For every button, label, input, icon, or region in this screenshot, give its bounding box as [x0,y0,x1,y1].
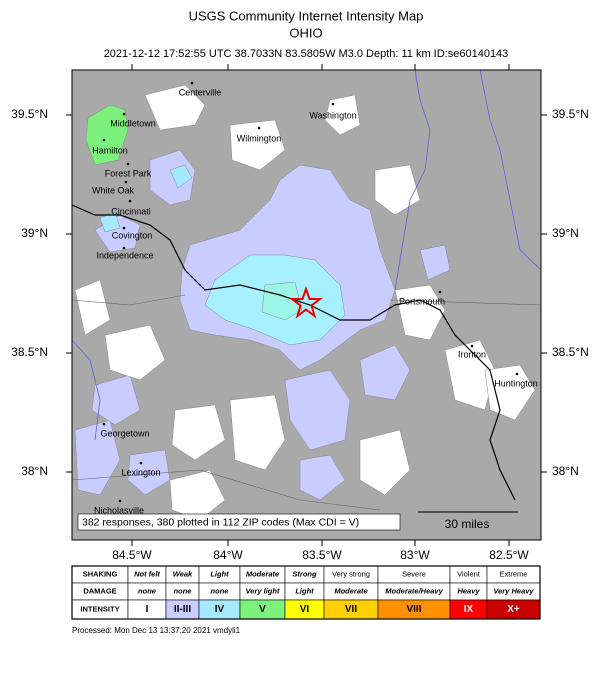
legend-intensity: I [146,604,149,615]
legend-frame [71,565,541,620]
legend-shaking: Weak [173,569,193,578]
city-dot [122,226,126,230]
legend-row-label: SHAKING [83,569,118,578]
axes: 39.5°N 39.5°N 39°N 39°N 38.5°N 38.5°N 38°N 38°N… [11,64,589,562]
ohio-river [71,204,516,501]
footer: Processed: Mon Dec 13 13:37:20 2021 vmdy… [72,626,241,635]
legend-shaking: Moderate [246,569,279,578]
zip-areas [74,84,536,521]
city-dot [122,112,126,116]
legend-shaking: Not felt [134,569,160,578]
legend-shaking: Very strong [332,569,370,578]
city-dot [139,461,143,465]
lon-label: 82.5°W [489,548,529,562]
legend-damage: Moderate/Heavy [385,586,443,595]
legend-intensity: VI [300,604,310,615]
lat-label: 39.5°N [11,107,48,121]
city-label: Nicholasville [94,505,144,515]
city-label: White Oak [92,185,135,195]
map: Centerville Middletown Washington Wilmingto… [71,69,542,541]
legend-intensity: IX [464,604,474,615]
city-dot [438,290,442,294]
legend-damage: Heavy [457,586,480,595]
legend-row-label: DAMAGE [83,586,116,595]
city-dot [124,180,128,184]
stats: 382 responses, 380 plotted in 112 ZIP co… [82,516,359,528]
lat-label: 38.5°N [552,345,589,359]
region: OHIO [289,25,322,40]
city-dot [128,199,132,203]
legend-damage: Very Heavy [493,586,534,595]
city-label: Covington [112,230,153,240]
legend-shaking: Violent [457,569,481,578]
city-label: Portsmouth [399,296,445,306]
stats-box [77,513,401,531]
city-dot [470,344,474,348]
map-frame [71,69,542,541]
city-dot [102,422,106,426]
legend-intensity: IV [215,604,225,615]
city-label: Cincinnati [111,206,151,216]
lat-label: 39°N [552,226,579,240]
city-label: Wilmington [237,133,282,143]
event-info: 2021-12-12 17:52:55 UTC 38.7033N 83.5805… [104,48,509,60]
city-label: Washington [309,110,356,120]
title: USGS Community Internet Intensity Map [189,8,424,23]
legend-shaking: Extreme [500,569,528,578]
legend-shaking: Light [210,569,229,578]
scale-box [418,512,518,540]
lon-label: 84°W [213,548,243,562]
lon-label: 83.5°W [302,548,342,562]
legend-damage: Moderate [334,586,367,595]
city-label: Forest Park [105,168,152,178]
legend-damage: Very light [246,586,280,595]
city-label: Huntington [494,378,538,388]
legend-shaking: Strong [292,569,317,578]
legend-intensity: VIII [406,604,421,615]
city-dot [118,499,122,503]
rivers [71,69,542,441]
lon-label: 83°W [400,548,430,562]
cities: Centerville Middletown Washington Wilmingto… [92,81,538,515]
legend-intensity: X+ [507,604,520,615]
lat-label: 38°N [552,464,579,478]
legend-intensity: VII [345,604,357,615]
city-dot [331,102,335,106]
legend-intensity: V [259,604,266,615]
city-dot [257,126,261,130]
city-label: Georgetown [100,428,149,438]
lat-label: 39.5°N [552,107,589,121]
legend-damage: none [211,586,229,595]
city-label: Hamilton [92,145,128,155]
city-dot [190,81,194,85]
legend-damage: none [138,586,156,595]
lat-label: 39°N [21,226,48,240]
legend-intensity: II-III [174,604,191,615]
city-label: Ironton [458,349,486,359]
city-label: Lexington [121,467,160,477]
lat-label: 38°N [21,464,48,478]
lon-label: 84.5°W [112,548,152,562]
state-lines [71,294,542,511]
city-dot [515,372,519,376]
city-label: Centerville [179,87,222,97]
legend-damage: none [174,586,192,595]
lat-label: 38.5°N [11,345,48,359]
city-dot [126,162,130,166]
city-label: Middletown [110,118,156,128]
scale-label: 30 miles [445,517,490,531]
city-dot [102,138,106,142]
legend: SHAKING Not felt Weak Light Moderate Strong Ve… [71,565,541,620]
legend-damage: Light [295,586,314,595]
legend-row-label: INTENSITY [80,604,119,613]
city-label: Independence [96,250,153,260]
epicenter-star [289,285,323,319]
legend-shaking: Severe [402,569,426,578]
city-dot [122,246,126,250]
